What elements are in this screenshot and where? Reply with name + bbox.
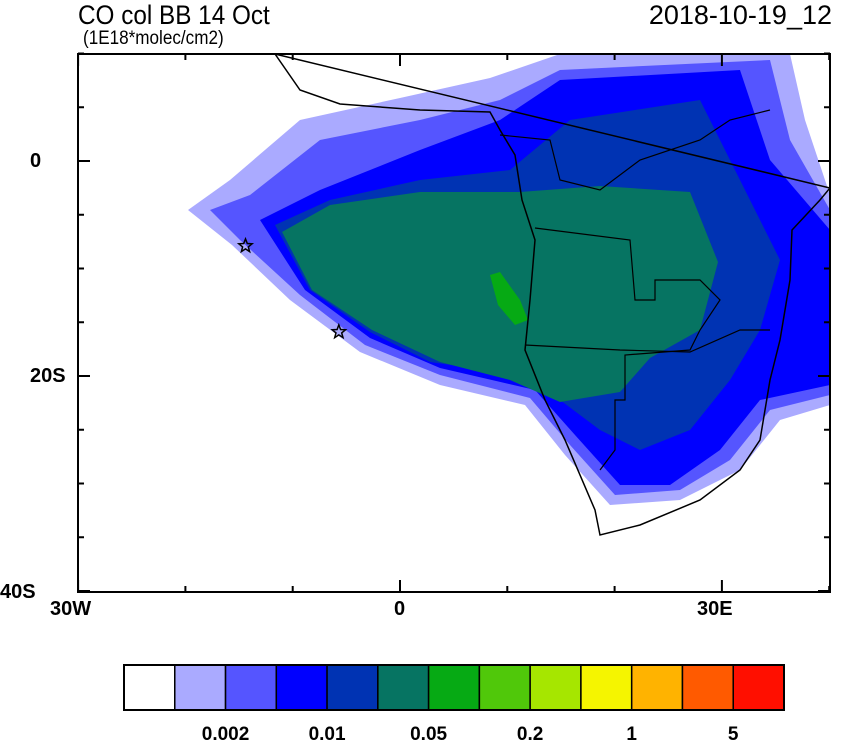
datetime-label: 2018-10-19_12 [648,0,832,30]
colorbar-label: 5 [727,724,739,745]
y-label-20s: 20S [30,365,66,387]
colorbar-swatch [529,664,582,711]
x-label-0: 0 [394,598,406,620]
colorbar-swatch [681,664,734,711]
colorbar-swatch [275,664,328,711]
colorbar-label: 0.05 [410,724,448,745]
colorbar-label: 0.01 [308,724,346,745]
plot-title: CO col BB 14 Oct [78,0,270,30]
colorbar-label: 0.2 [516,724,544,745]
colorbar-swatch [427,664,481,711]
colorbar-swatch [630,664,684,711]
colorbar-swatch [174,664,227,711]
country-borders [499,109,771,191]
country-borders [524,329,770,353]
star-marker [330,322,348,340]
colorbar-label: 0.002 [201,724,250,745]
colorbar-swatch [326,664,379,711]
star-marker [236,236,255,254]
station-markers [236,236,348,340]
colorbar-swatch [377,664,430,711]
colorbar-frame [123,664,785,711]
x-label-30e: 30E [697,598,733,620]
colorbar-swatch [732,664,785,711]
africa-coastline [274,54,830,536]
x-label-30w: 30W [50,598,92,620]
country-borders [534,227,721,471]
axis-ticks [77,52,831,592]
colorbar-label: 1 [626,724,637,745]
colorbar-swatch [224,664,278,711]
colorbar-swatch [478,664,531,711]
y-label-40s: 40S [0,581,36,603]
plume-level-6 [490,272,528,325]
colorbar-swatch [580,664,633,711]
colorbar-swatch [123,664,176,711]
y-label-0: 0 [30,150,42,172]
units-label: (1E18*molec/cm2) [83,28,224,49]
colorbar [123,664,785,711]
